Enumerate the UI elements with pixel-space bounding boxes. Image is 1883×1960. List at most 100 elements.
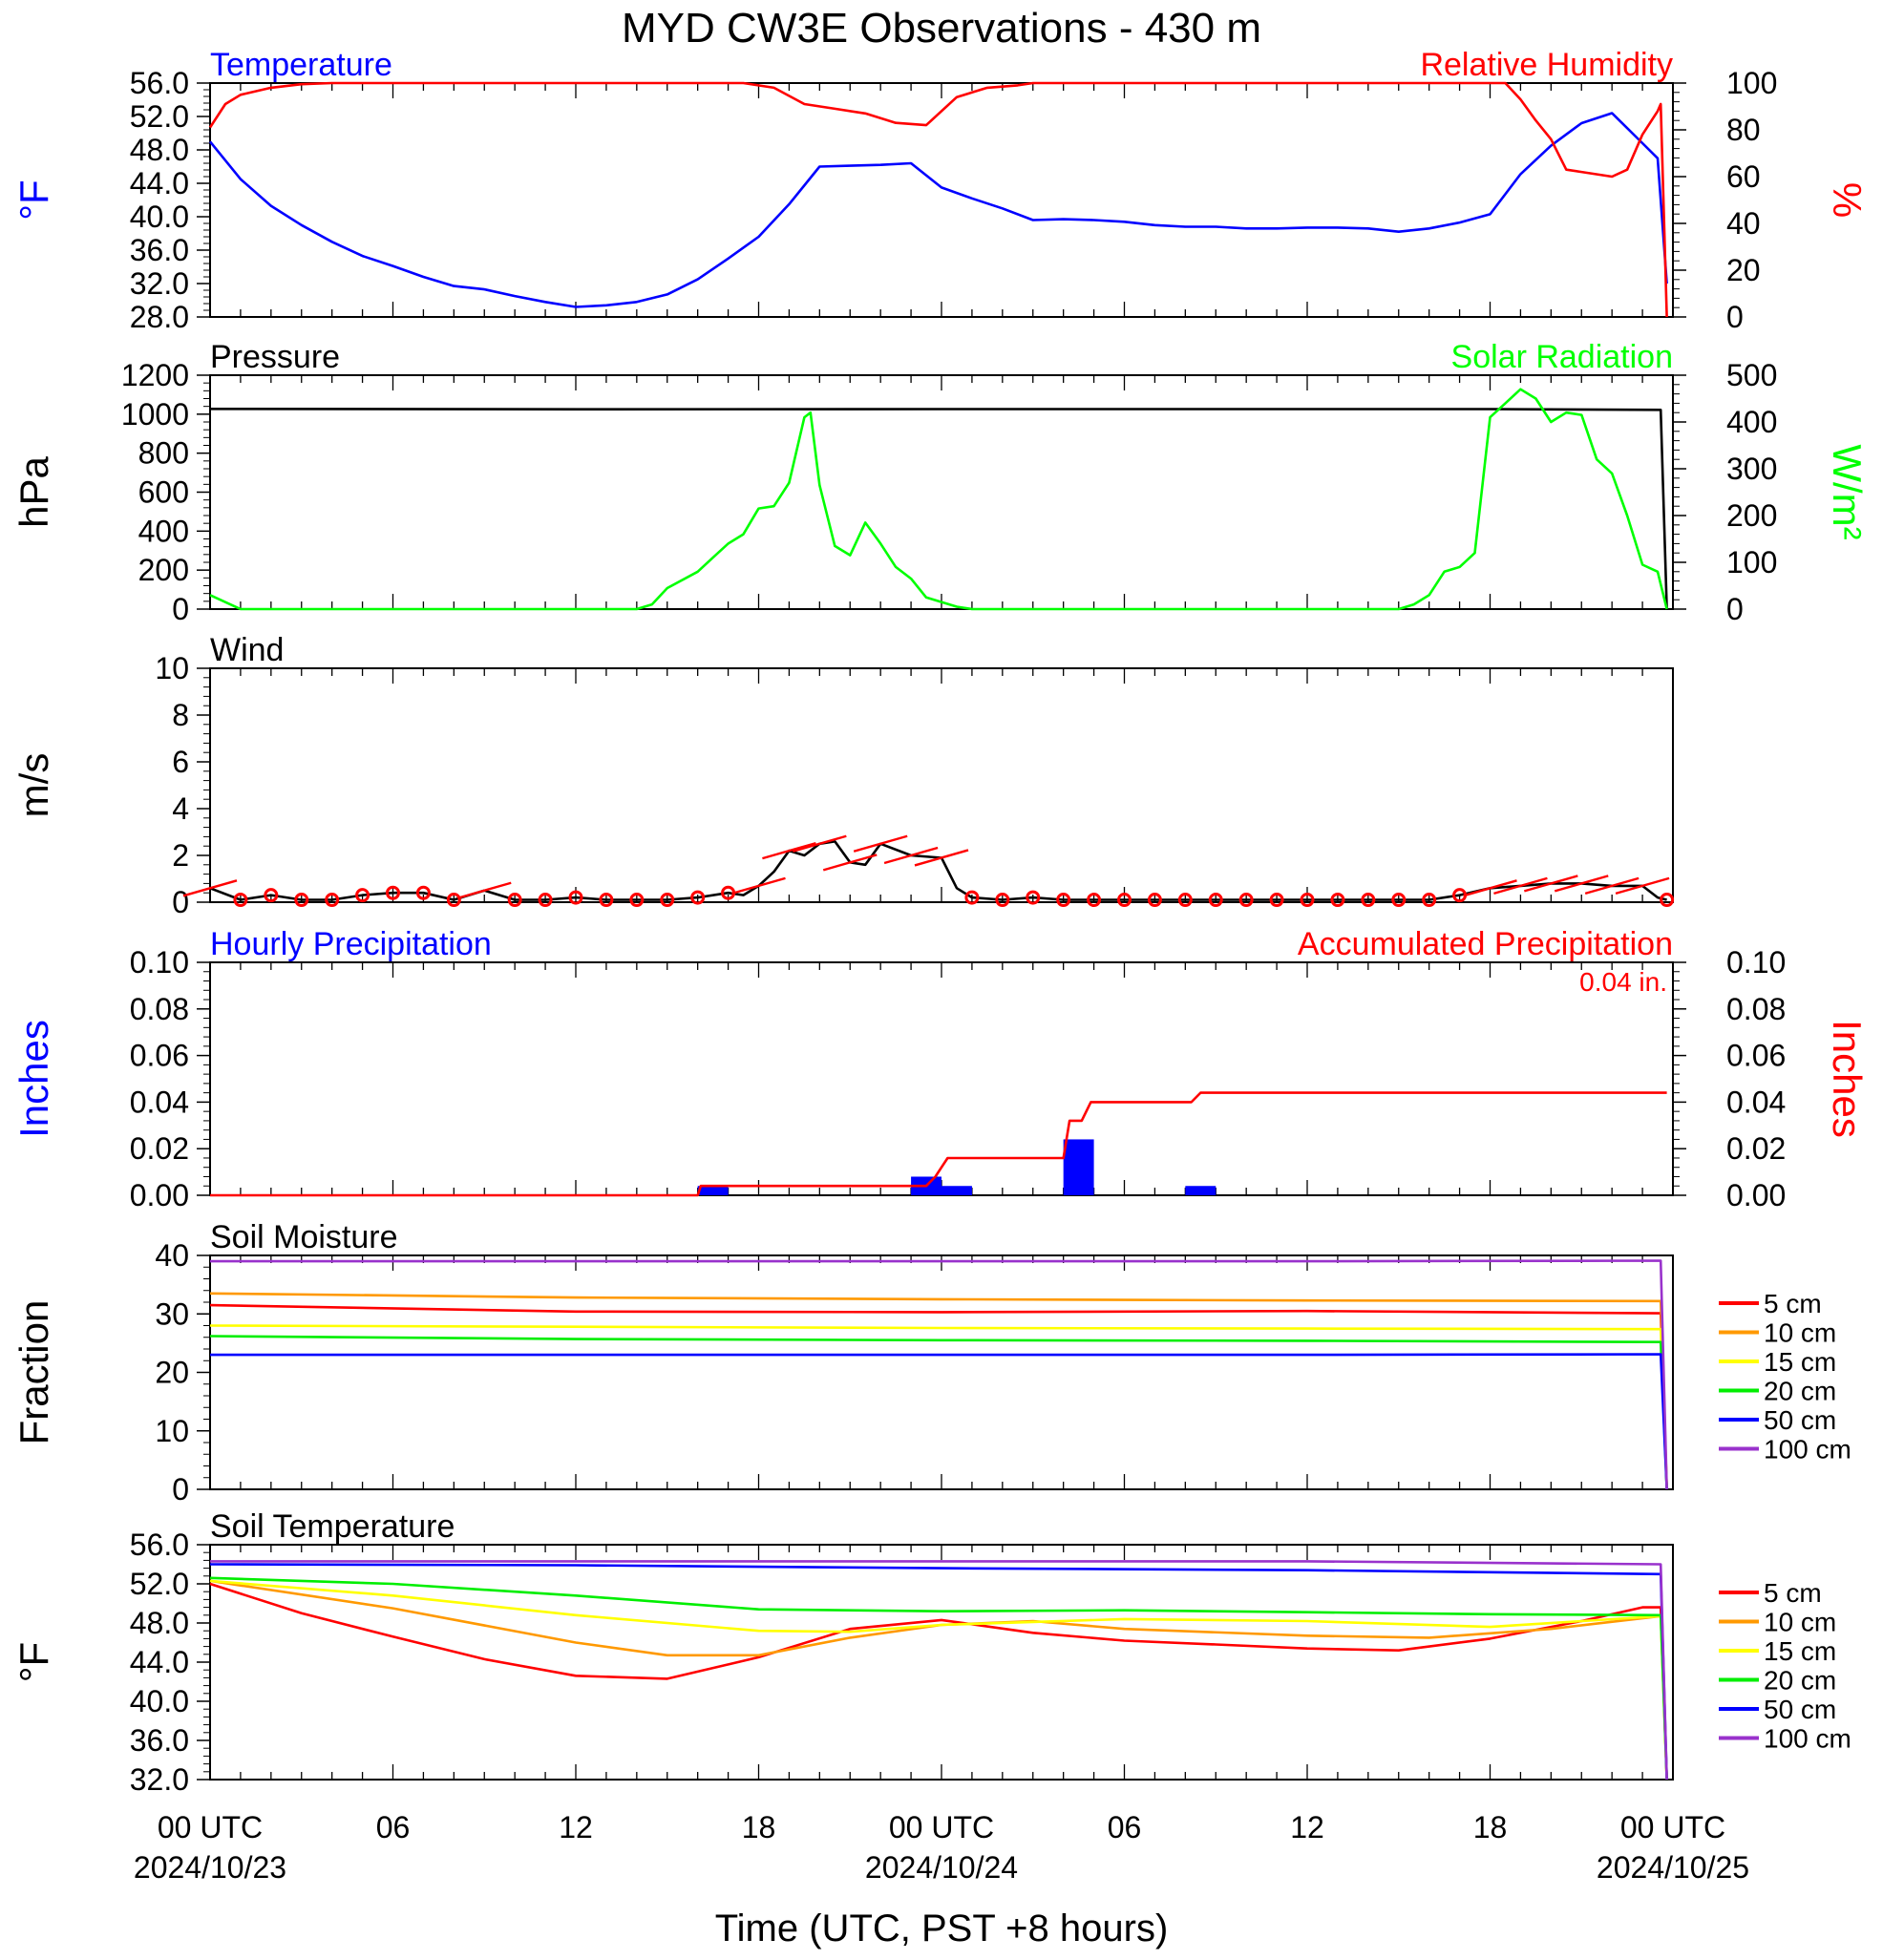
x-tick-label: 00 UTC bbox=[889, 1810, 994, 1844]
y-tick-label-left: 8 bbox=[172, 698, 189, 732]
wind-barb bbox=[853, 834, 908, 853]
wind-barb bbox=[1615, 876, 1670, 896]
y-tick-label-left: 56.0 bbox=[130, 1528, 189, 1562]
y-tick-label-right: 0.00 bbox=[1726, 1178, 1786, 1212]
panel-title-left: Temperature bbox=[210, 47, 392, 83]
y-tick-label-left: 36.0 bbox=[130, 1723, 189, 1758]
y-tick-label-right: 40 bbox=[1726, 206, 1761, 241]
wind-barb bbox=[793, 834, 847, 853]
y-tick-label-left: 10 bbox=[155, 1414, 189, 1448]
wind-calm-marker bbox=[1361, 893, 1376, 908]
y-tick-label-right: 0.06 bbox=[1726, 1039, 1786, 1073]
wind-barb bbox=[822, 854, 878, 872]
wind-calm-marker bbox=[1087, 893, 1102, 908]
wind-calm-marker bbox=[264, 888, 279, 903]
x-tick-label: 12 bbox=[1290, 1810, 1324, 1844]
y-tick-label-left: 400 bbox=[138, 514, 189, 548]
y-tick-label-left: 48.0 bbox=[130, 1606, 189, 1640]
x-tick-label: 18 bbox=[1473, 1810, 1508, 1844]
panel-title-left: Hourly Precipitation bbox=[210, 926, 492, 962]
y-tick-label-left: 10 bbox=[155, 651, 189, 685]
wind-barb bbox=[883, 846, 939, 865]
y-tick-label-right: 200 bbox=[1726, 498, 1777, 533]
y-axis-label-right: Inches bbox=[1825, 1020, 1870, 1138]
series-line bbox=[209, 1324, 1668, 1490]
y-tick-label-left: 200 bbox=[138, 553, 189, 587]
y-tick-label-left: 0 bbox=[172, 885, 189, 919]
legend-label: 10 cm bbox=[1764, 1318, 1836, 1348]
wind-calm-marker bbox=[1208, 893, 1223, 908]
y-tick-label-right: 0.04 bbox=[1726, 1085, 1786, 1119]
precip-bar bbox=[1185, 1186, 1217, 1195]
y-tick-label-left: 32.0 bbox=[130, 1762, 189, 1797]
panel-title-right: Accumulated Precipitation bbox=[1298, 926, 1673, 962]
wind-calm-marker bbox=[568, 890, 583, 905]
legend-label: 20 cm bbox=[1764, 1377, 1836, 1406]
y-tick-label-left: 0 bbox=[172, 1472, 189, 1507]
legend-label: 15 cm bbox=[1764, 1636, 1836, 1666]
legend-label: 20 cm bbox=[1764, 1666, 1836, 1696]
series-line bbox=[208, 81, 1668, 318]
series-line bbox=[210, 1560, 1668, 1781]
wind-calm-marker bbox=[1391, 893, 1407, 908]
time-axis-labels: 00 UTC 06 12 18 00 UTC 06 12 18 00 UTC 2024/10/23… bbox=[134, 1810, 1749, 1885]
legend-label: 100 cm bbox=[1764, 1435, 1851, 1465]
x-axis-title: Time (UTC, PST +8 hours) bbox=[715, 1907, 1169, 1949]
y-tick-label-left: 0.10 bbox=[130, 945, 189, 980]
wind-calm-marker bbox=[1147, 893, 1162, 908]
wind-calm-marker bbox=[294, 893, 309, 908]
wind-barb bbox=[1524, 875, 1578, 893]
legend-label: 15 cm bbox=[1764, 1347, 1836, 1377]
panel-title-left: Soil Moisture bbox=[210, 1219, 398, 1255]
x-tick-label: 18 bbox=[742, 1810, 776, 1844]
y-tick-label-right: 500 bbox=[1726, 358, 1777, 392]
series-line bbox=[209, 1335, 1668, 1490]
wind-barb bbox=[914, 849, 969, 867]
y-tick-label-left: 52.0 bbox=[130, 99, 189, 134]
y-tick-label-left: 600 bbox=[138, 475, 189, 510]
y-tick-label-left: 800 bbox=[138, 436, 189, 471]
wind-calm-marker bbox=[1117, 893, 1132, 908]
series-line bbox=[210, 1091, 1667, 1197]
y-tick-label-right: 100 bbox=[1726, 66, 1777, 100]
y-axis-label-left: °F bbox=[11, 1642, 56, 1682]
y-axis-label-right: W/m² bbox=[1825, 444, 1870, 539]
wind-calm-marker bbox=[538, 893, 553, 908]
y-tick-label-left: 0 bbox=[172, 592, 189, 626]
wind-calm-marker bbox=[1026, 890, 1041, 905]
series-line bbox=[209, 1576, 1668, 1781]
y-tick-label-left: 30 bbox=[155, 1296, 189, 1331]
series-line bbox=[209, 388, 1668, 611]
wind-barb bbox=[1463, 879, 1517, 897]
wind-calm-marker bbox=[1660, 893, 1675, 908]
x-tick-label: 12 bbox=[559, 1810, 593, 1844]
y-tick-label-right: 100 bbox=[1726, 545, 1777, 580]
wind-calm-marker bbox=[386, 885, 400, 900]
y-tick-label-left: 32.0 bbox=[130, 266, 189, 301]
wind-barb bbox=[1584, 876, 1640, 896]
wind-calm-marker bbox=[629, 893, 645, 908]
wind-calm-marker bbox=[1422, 893, 1437, 908]
series-line bbox=[209, 1292, 1668, 1490]
panel-title-left: Pressure bbox=[210, 339, 340, 375]
y-tick-label-left: 0.00 bbox=[130, 1178, 189, 1212]
y-tick-label-left: 56.0 bbox=[130, 66, 189, 100]
y-tick-label-left: 28.0 bbox=[130, 300, 189, 334]
y-tick-label-left: 40 bbox=[155, 1238, 189, 1273]
y-tick-label-left: 0.04 bbox=[130, 1085, 189, 1119]
wind-calm-marker bbox=[1177, 893, 1193, 908]
y-tick-label-left: 48.0 bbox=[130, 133, 189, 167]
panel-title-right: Relative Humidity bbox=[1420, 47, 1673, 83]
wind-calm-marker bbox=[1330, 893, 1345, 908]
x-date-label: 2024/10/25 bbox=[1597, 1850, 1749, 1885]
precip-bar bbox=[1063, 1139, 1094, 1195]
wind-calm-marker bbox=[964, 890, 980, 905]
y-axis-label-left: °F bbox=[11, 179, 56, 220]
y-tick-label-left: 44.0 bbox=[130, 166, 189, 200]
x-tick-label: 06 bbox=[1108, 1810, 1142, 1844]
x-tick-label: 06 bbox=[376, 1810, 411, 1844]
y-tick-label-left: 0.08 bbox=[130, 992, 189, 1026]
wind-barb bbox=[182, 879, 238, 897]
y-axis-label-left: m/s bbox=[11, 753, 56, 818]
